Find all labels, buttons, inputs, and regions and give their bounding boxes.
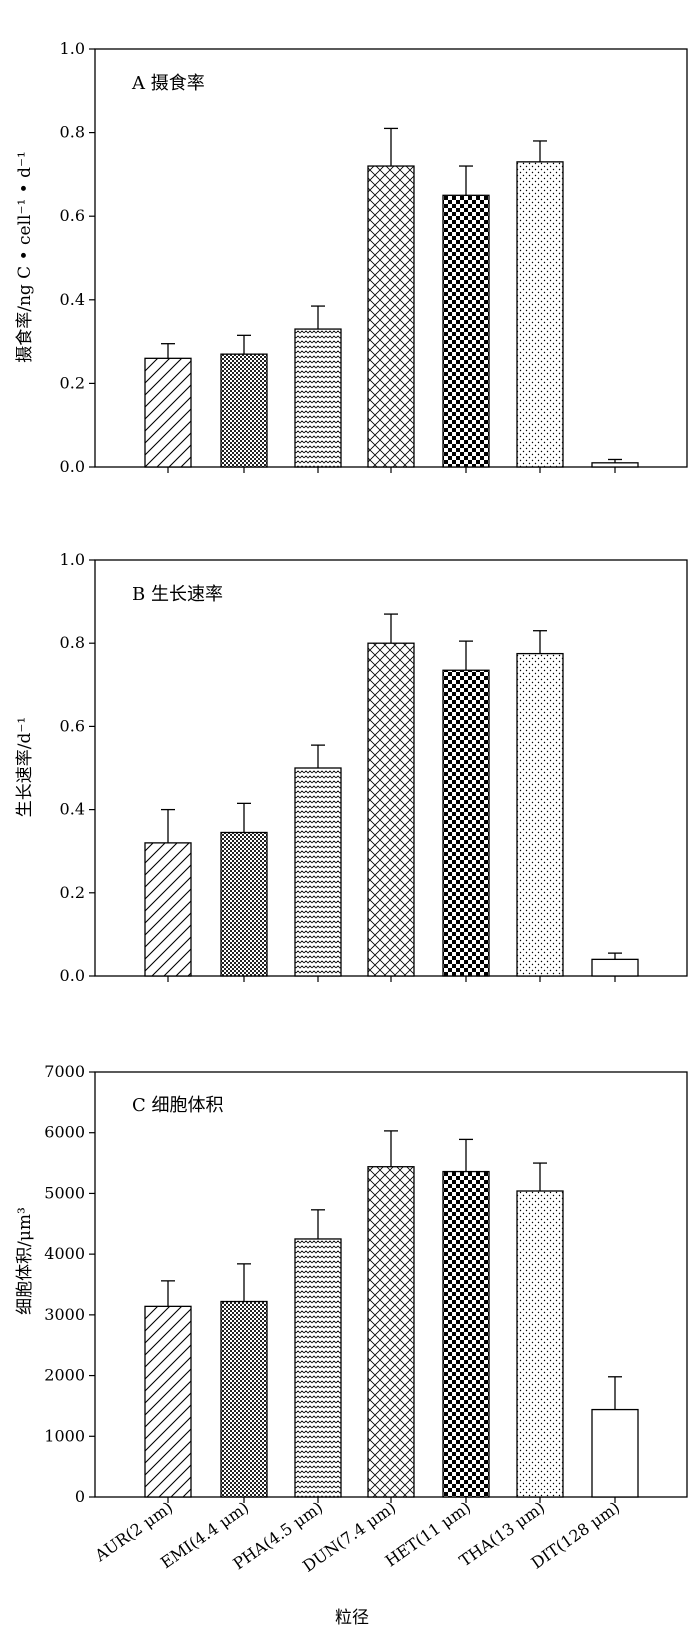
panel-c-title: C 细胞体积	[132, 1095, 224, 1116]
bar-dun	[367, 165, 415, 468]
y-tick-label: 2000	[44, 1366, 85, 1385]
bar-emi	[220, 353, 268, 468]
y-tick-label: 4000	[44, 1244, 85, 1263]
y-tick-label: 0.2	[60, 373, 85, 392]
y-tick-label: 1.0	[60, 550, 85, 569]
y-tick-label: 0.0	[60, 966, 85, 985]
y-tick-label: 3000	[44, 1305, 85, 1324]
x-axis-category-labels: AUR(2 μm)EMI(4.4 μm)PHA(4.5 μm)DUN(7.4 μ…	[91, 1498, 624, 1576]
y-tick-label: 0.8	[60, 633, 85, 652]
bar-dit	[591, 958, 639, 977]
y-tick-label: 0.4	[60, 290, 85, 309]
y-tick-label: 1000	[44, 1426, 85, 1445]
panel-a-ylabel: 摄食率/ng C • cell⁻¹ • d⁻¹	[15, 151, 35, 363]
bar-pha	[294, 328, 342, 468]
panel-b-title: B 生长速率	[132, 584, 223, 605]
bar-dun	[367, 1166, 415, 1498]
bar-tha	[516, 652, 564, 977]
panel-c: 0 1000 2000 3000 4000 5000 6000 7000	[44, 1062, 688, 1506]
bar-dun	[367, 642, 415, 977]
bar-het	[442, 194, 490, 468]
y-tick-label: 0.2	[60, 883, 85, 902]
y-tick-label: 0.8	[60, 123, 85, 142]
bar-het	[442, 669, 490, 977]
bar-emi	[220, 1300, 268, 1498]
panel-c-ylabel: 细胞体积/μm³	[15, 1207, 35, 1315]
y-tick-label: 5000	[44, 1183, 85, 1202]
y-tick-label: 0	[75, 1487, 85, 1506]
panel-b-ylabel: 生长速率/d⁻¹	[15, 717, 35, 817]
y-tick-label: 0.6	[60, 206, 85, 225]
y-tick-label: 7000	[44, 1062, 85, 1081]
bar-pha	[294, 1238, 342, 1498]
y-tick-label: 1.0	[60, 39, 85, 58]
bar-dit	[591, 1408, 639, 1498]
y-tick-label: 6000	[44, 1123, 85, 1142]
panel-a: 0.0 0.2 0.4 0.6 0.8 1.0	[60, 39, 688, 476]
y-tick-label: 0.6	[60, 716, 85, 735]
bar-dit	[591, 462, 639, 468]
y-tick-label: 0.4	[60, 800, 85, 819]
bar-aur	[144, 842, 192, 977]
bar-pha	[294, 767, 342, 977]
panel-b: 0.0 0.2 0.4 0.6 0.8 1.0	[60, 550, 688, 985]
x-axis-title: 粒径	[335, 1608, 369, 1628]
panel-a-title: A 摄食率	[131, 73, 205, 94]
bar-het	[442, 1170, 490, 1498]
bar-tha	[516, 1190, 564, 1498]
bar-aur	[144, 1305, 192, 1498]
y-tick-label: 0.0	[60, 457, 85, 476]
bar-emi	[220, 831, 268, 977]
bar-tha	[516, 161, 564, 468]
bar-aur	[144, 357, 192, 468]
